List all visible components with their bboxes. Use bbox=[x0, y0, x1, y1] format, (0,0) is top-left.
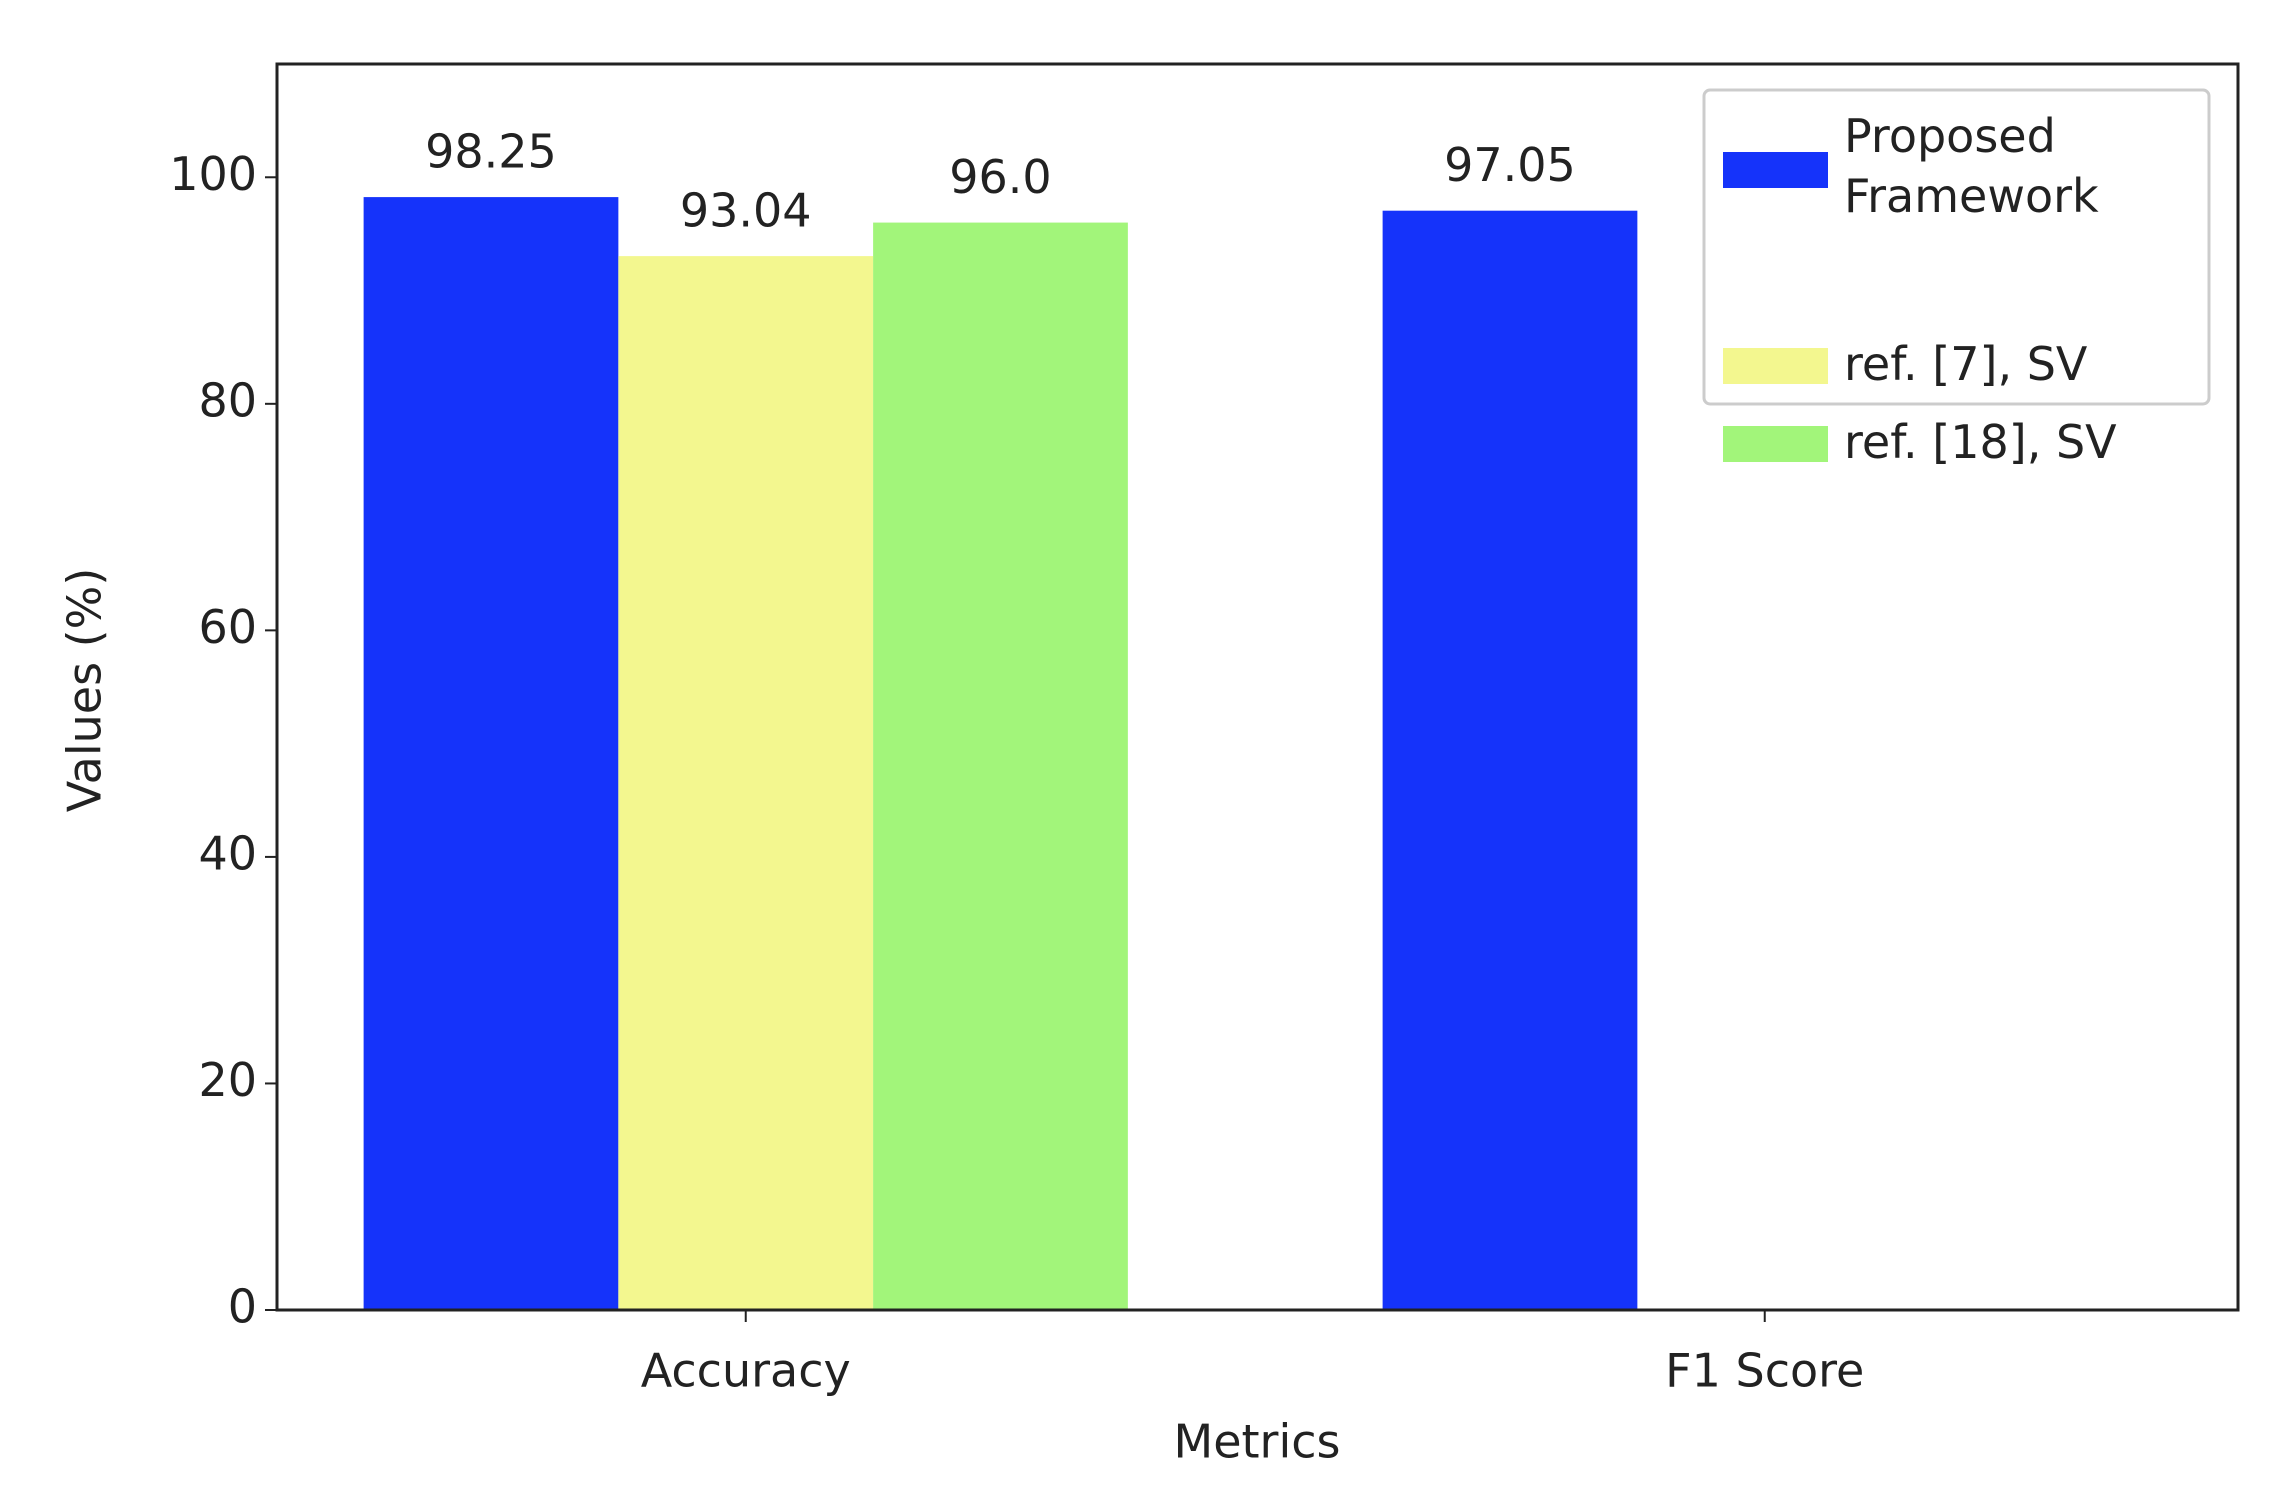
plot-frame bbox=[275, 62, 2240, 1312]
bar bbox=[873, 222, 1128, 1311]
x-tick-label: F1 Score bbox=[1665, 1344, 1864, 1398]
legend-label: ref. [7], SV bbox=[1844, 337, 2088, 391]
y-tick-label: 80 bbox=[198, 373, 257, 427]
value-label: 96.0 bbox=[949, 150, 1051, 204]
legend-label: ref. [18], SV bbox=[1844, 415, 2117, 469]
y-tick-label: 100 bbox=[169, 147, 257, 201]
legend-label-box: ref. [18], SV bbox=[1844, 415, 2117, 469]
value-label: 93.04 bbox=[680, 184, 812, 238]
legend-swatch bbox=[1723, 348, 1828, 384]
bar bbox=[618, 256, 874, 1310]
y-tick-label: 0 bbox=[228, 1280, 257, 1334]
y-tick-label: 60 bbox=[198, 600, 257, 654]
y-axis-label: Values (%) bbox=[58, 568, 112, 813]
bar bbox=[1382, 210, 1638, 1310]
legend-swatch bbox=[1723, 152, 1828, 188]
legend bbox=[1702, 88, 2211, 406]
legend-label-box: Proposed Framework bbox=[1844, 109, 2099, 223]
y-tick-label: 40 bbox=[198, 826, 257, 880]
legend-label-box: ref. [7], SV bbox=[1844, 337, 2088, 391]
x-axis-label: Metrics bbox=[1174, 1415, 1341, 1469]
value-label: 97.05 bbox=[1444, 138, 1576, 192]
bar bbox=[363, 197, 619, 1310]
x-tick-label: Accuracy bbox=[641, 1344, 851, 1398]
y-tick-label: 20 bbox=[198, 1053, 257, 1107]
legend-swatch bbox=[1723, 426, 1828, 462]
legend-label: Proposed Framework bbox=[1844, 109, 2099, 223]
value-label: 98.25 bbox=[425, 125, 557, 179]
